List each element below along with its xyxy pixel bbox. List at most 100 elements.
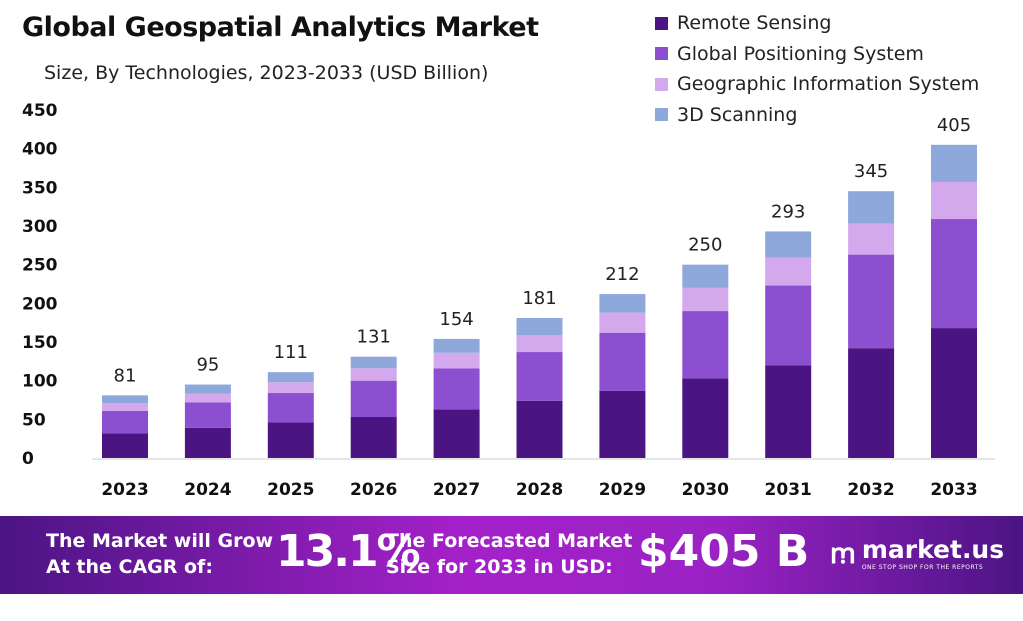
brand-name: market.us [861, 535, 1005, 564]
x-tick-label: 2028 [516, 480, 563, 500]
x-tick-label: 2026 [350, 480, 397, 500]
x-tick-label: 2029 [599, 480, 646, 500]
x-tick-label: 2032 [847, 480, 894, 500]
data-label: 95 [196, 355, 219, 376]
y-tick-label: 200 [22, 294, 58, 314]
bar-segment [516, 352, 563, 401]
legend-label: Geographic Information System [677, 73, 980, 96]
x-tick-label: 2025 [267, 480, 314, 500]
bar-segment [765, 365, 812, 458]
bar-segment [931, 181, 977, 220]
bar-segment [433, 409, 480, 458]
bar-segment [350, 356, 397, 369]
y-tick-label: 400 [22, 140, 58, 160]
legend-label: Remote Sensing [677, 12, 832, 35]
legend-label: Global Positioning System [677, 42, 924, 65]
chart-plot: 0 50 100 150 200 250 300 350 400 450 81 2023 95 2024 1… [22, 101, 995, 500]
y-tick-label: 450 [22, 101, 58, 121]
x-tick-label: 2031 [765, 480, 812, 500]
bar-segment [682, 264, 729, 288]
legend-label: 3D Scanning [677, 103, 798, 126]
bar-segment [599, 390, 646, 458]
legend-item-remote-sensing: Remote Sensing [655, 8, 979, 39]
bar-segment [765, 231, 812, 258]
bar-segment [184, 384, 231, 394]
data-label: 345 [854, 161, 888, 182]
cagr-value: 13.1% [276, 526, 421, 577]
brand-tagline: ONE STOP SHOP FOR THE REPORTS [861, 564, 984, 571]
bar-segment [102, 410, 148, 434]
bar-segment [848, 254, 895, 349]
data-label: 154 [439, 309, 473, 330]
bar-segment [267, 372, 314, 383]
data-label: 293 [771, 201, 805, 222]
bar-segment [765, 257, 812, 286]
bar-segment [765, 285, 812, 366]
data-label: 250 [688, 235, 722, 256]
legend: Remote Sensing Global Positioning System… [655, 8, 979, 130]
bar-segment [682, 311, 729, 379]
summary-banner: The Market will Grow At the CAGR of: 13.1… [0, 516, 1023, 594]
bar-segment [102, 403, 148, 411]
brand-logo: ꭑ market.us ONE STOP SHOP FOR THE REPORTS [830, 534, 1004, 572]
legend-swatch [655, 16, 668, 30]
legend-swatch [655, 108, 668, 122]
y-tick-label: 150 [22, 333, 58, 353]
bar-segment [516, 400, 563, 458]
data-label: 212 [605, 264, 639, 285]
chart-subtitle: Size, By Technologies, 2023-2033 (USD Bi… [44, 62, 489, 84]
forecast-label: The Forecasted Market Size for 2033 in US… [386, 530, 633, 578]
bar-segment [267, 382, 314, 394]
chart-title: Global Geospatial Analytics Market [22, 12, 539, 43]
y-tick-label: 250 [22, 256, 58, 276]
legend-item-3d-scanning: 3D Scanning [655, 100, 979, 131]
bar-segment [184, 393, 231, 403]
x-tick-label: 2024 [184, 480, 231, 500]
y-tick-label: 50 [22, 410, 46, 430]
legend-swatch [655, 77, 668, 91]
data-label: 405 [937, 115, 971, 136]
bar-segment [599, 332, 646, 391]
bar-segment [433, 368, 480, 410]
bar-segment [682, 378, 729, 458]
bar-segment [350, 380, 397, 418]
bar-segment [931, 144, 977, 182]
x-tick-label: 2027 [433, 480, 480, 500]
brand-logo-icon: ꭑ [830, 537, 856, 570]
bar-segment [433, 338, 480, 353]
bar-segment [267, 422, 314, 458]
bar-segment [682, 287, 729, 312]
bar-segment [184, 427, 231, 458]
bar-segment [848, 223, 895, 255]
bar-segment [599, 294, 646, 313]
y-tick-label: 100 [22, 372, 58, 392]
data-label: 81 [114, 365, 137, 386]
bar-segment [931, 328, 977, 458]
y-tick-label: 0 [22, 449, 34, 469]
legend-swatch [655, 47, 668, 61]
legend-item-gps: Global Positioning System [655, 39, 979, 70]
bar-segment [931, 219, 977, 329]
bar-segment [350, 417, 397, 458]
bar-segment [267, 393, 314, 423]
bar-segment [102, 433, 148, 458]
bar-segment [848, 191, 895, 224]
bar-segment [184, 402, 231, 428]
bar-segment [516, 318, 563, 336]
bar-segment [516, 335, 563, 353]
bar-segment [102, 395, 148, 404]
cagr-label: The Market will Grow At the CAGR of: [46, 530, 274, 578]
legend-item-gis: Geographic Information System [655, 69, 979, 100]
bar-segment [433, 352, 480, 369]
bar-segment [350, 368, 397, 381]
bar-segment [599, 312, 646, 333]
data-label: 111 [274, 342, 308, 363]
x-tick-label: 2033 [930, 480, 977, 500]
data-label: 131 [357, 327, 391, 348]
x-tick-label: 2030 [682, 480, 729, 500]
x-tick-label: 2023 [101, 480, 148, 500]
forecast-value: $405 B [638, 526, 810, 577]
y-tick-label: 300 [22, 217, 58, 237]
data-label: 181 [522, 288, 556, 309]
bar-segment [848, 348, 895, 458]
